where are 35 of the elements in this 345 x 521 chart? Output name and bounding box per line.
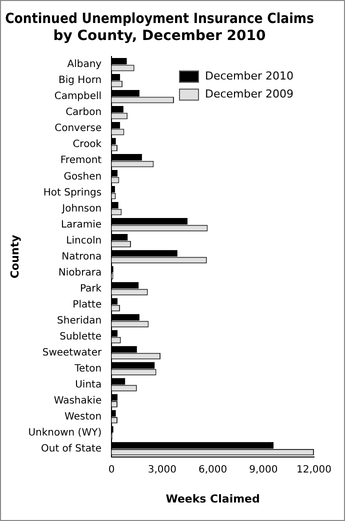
y-axis-title: County [8,234,22,279]
x-axis-title: Weeks Claimed [166,492,260,506]
y-tick-label: Johnson [61,203,102,214]
y-tick-label: Crook [72,139,102,150]
y-tick-label: Sublette [60,331,102,342]
chart-title: Continued Unemployment Insurance Claims by County, December 2010 [5,11,314,44]
y-tick-label: Albany [67,59,102,70]
y-tick-label: Weston [64,411,102,422]
y-tick-label: Fremont [60,155,102,166]
y-tick-label: Carbon [66,107,102,118]
x-tick-label: 6,000 [198,464,228,476]
y-tick-label: Park [80,283,102,294]
y-tick-label: Sheridan [57,315,102,326]
y-tick-label: Goshen [64,171,102,182]
y-tick-label: Uinta [75,379,102,390]
y-tick-label: Washakie [54,395,102,406]
y-tick-label: Big Horn [58,75,102,86]
legend-label: December 2010 [205,69,294,82]
y-tick-label: Unknown (WY) [28,427,102,438]
y-tick-label: Sweetwater [42,347,102,358]
legend-label: December 2009 [205,87,294,100]
x-tick-label: 0 [108,464,115,476]
y-tick-label: Teton [74,363,102,374]
y-tick-label: Lincoln [66,235,102,246]
y-tick-label: Laramie [60,219,102,230]
y-tick-label: Converse [54,123,102,134]
x-tick-label: 9,000 [249,464,278,476]
y-tick-label: Natrona [62,251,102,262]
y-tick-label: Out of State [40,443,102,454]
x-tick-label: 12,000 [296,464,332,476]
y-tick-label: Platte [72,299,102,310]
y-tick-label: Niobrara [58,267,102,278]
y-tick-label: Campbell [54,91,102,102]
y-tick-label: Hot Springs [43,187,102,198]
x-tick-label: 3,000 [148,464,177,476]
